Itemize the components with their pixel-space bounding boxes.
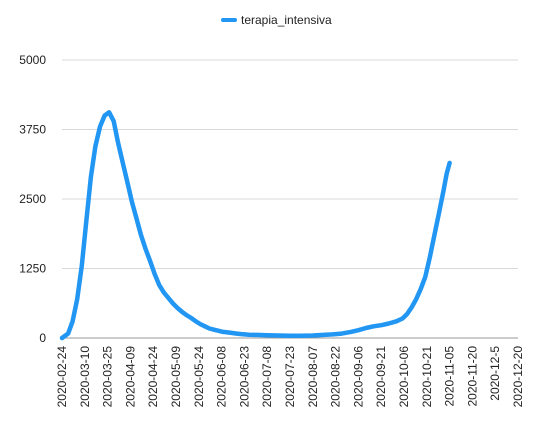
legend-label: terapia_intensiva [241, 13, 332, 27]
x-tick-label: 2020-09-06 [351, 346, 365, 408]
series-layer [59, 110, 452, 341]
x-tick-label: 2020-10-06 [397, 346, 411, 408]
x-tick-label: 2020-03-10 [78, 346, 92, 408]
y-tick-label: 1250 [19, 262, 46, 276]
y-tick-label: 3750 [19, 123, 46, 137]
x-tick-label: 2020-08-22 [329, 346, 343, 408]
y-tick-label: 0 [39, 331, 46, 345]
x-tick-label: 2020-11-05 [443, 346, 457, 407]
x-tick-label: 2020-06-23 [237, 346, 251, 408]
y-tick-label: 2500 [19, 192, 46, 206]
series-line [59, 110, 452, 341]
x-tick-label: 2020-06-08 [215, 346, 229, 408]
x-tick-label: 2020-11-20 [465, 346, 479, 407]
legend: terapia_intensiva [221, 13, 332, 27]
x-tick-label: 2020-04-24 [146, 346, 160, 408]
x-tick-label: 2020-07-08 [260, 346, 274, 408]
x-tick-label: 2020-09-21 [374, 346, 388, 408]
gridlines [62, 59, 518, 339]
y-axis-ticks: 0 1250 2500 3750 5000 [19, 53, 46, 345]
x-axis-ticks: 2020-02-24 2020-03-10 2020-03-25 2020-04-09… [55, 346, 525, 408]
x-tick-label: 2020-10-21 [420, 346, 434, 408]
x-tick-label: 2020-08-07 [306, 346, 320, 408]
x-tick-label: 2020-12-5 [488, 346, 502, 401]
x-tick-label: 2020-04-09 [123, 346, 137, 408]
x-tick-label: 2020-05-24 [192, 346, 206, 408]
x-tick-label: 2020-03-25 [101, 346, 115, 408]
x-tick-label: 2020-05-09 [169, 346, 183, 408]
x-tick-label: 2020-12-20 [511, 346, 525, 408]
y-tick-label: 5000 [19, 53, 46, 67]
x-tick-label: 2020-07-23 [283, 346, 297, 408]
x-tick-label: 2020-02-24 [55, 346, 69, 408]
